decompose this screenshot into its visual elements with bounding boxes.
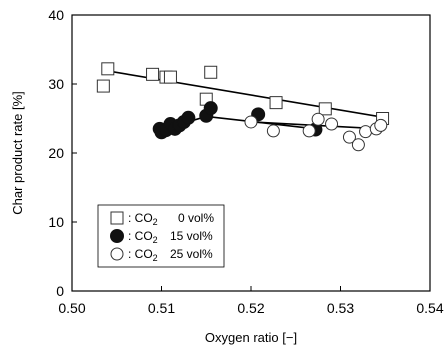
data-point xyxy=(269,96,283,110)
x-axis-title: Oxygen ratio [−] xyxy=(205,330,297,345)
data-point xyxy=(342,130,356,144)
y-tick-label: 0 xyxy=(56,283,64,299)
data-points xyxy=(96,62,390,152)
x-tick-label: 0.52 xyxy=(237,300,264,316)
data-point xyxy=(311,112,325,126)
data-point xyxy=(204,65,218,79)
legend-marker-2 xyxy=(110,247,124,261)
y-tick-label: 40 xyxy=(48,7,64,23)
data-point xyxy=(266,124,280,138)
legend: : CO2 0 vol% : CO2 15 vol% : CO2 25 vol% xyxy=(97,204,225,268)
x-tick-label: 0.51 xyxy=(148,300,175,316)
data-point xyxy=(101,62,115,76)
y-tick-label: 20 xyxy=(48,145,64,161)
x-tick-label: 0.50 xyxy=(58,300,85,316)
data-point xyxy=(351,138,365,152)
legend-label-2: : CO2 25 vol% xyxy=(128,247,213,263)
y-axis-title: Char product rate [%] xyxy=(10,91,25,215)
y-tick-label: 30 xyxy=(48,76,64,92)
trend-lines xyxy=(103,69,383,131)
data-point xyxy=(181,110,196,125)
legend-label-0: : CO2 0 vol% xyxy=(128,211,214,227)
trend-line-series-0 xyxy=(103,69,383,118)
data-point xyxy=(146,67,160,81)
legend-marker-0 xyxy=(110,211,124,225)
data-point xyxy=(374,118,388,132)
axis-ticks: 0.50 0.51 0.52 0.53 0.54 0 10 20 30 40 xyxy=(48,7,443,316)
data-point xyxy=(318,102,332,116)
data-point xyxy=(359,125,373,139)
data-point xyxy=(96,79,110,93)
legend-marker-1 xyxy=(110,229,124,243)
data-point xyxy=(163,70,177,84)
data-point xyxy=(325,117,339,131)
x-tick-label: 0.54 xyxy=(416,300,443,316)
data-point xyxy=(203,101,218,116)
data-point xyxy=(302,124,316,138)
legend-label-1: : CO2 15 vol% xyxy=(128,229,213,245)
x-tick-label: 0.53 xyxy=(327,300,354,316)
series-1 xyxy=(152,101,323,140)
data-point xyxy=(244,115,258,129)
y-tick-label: 10 xyxy=(48,214,64,230)
series-2 xyxy=(244,112,388,152)
